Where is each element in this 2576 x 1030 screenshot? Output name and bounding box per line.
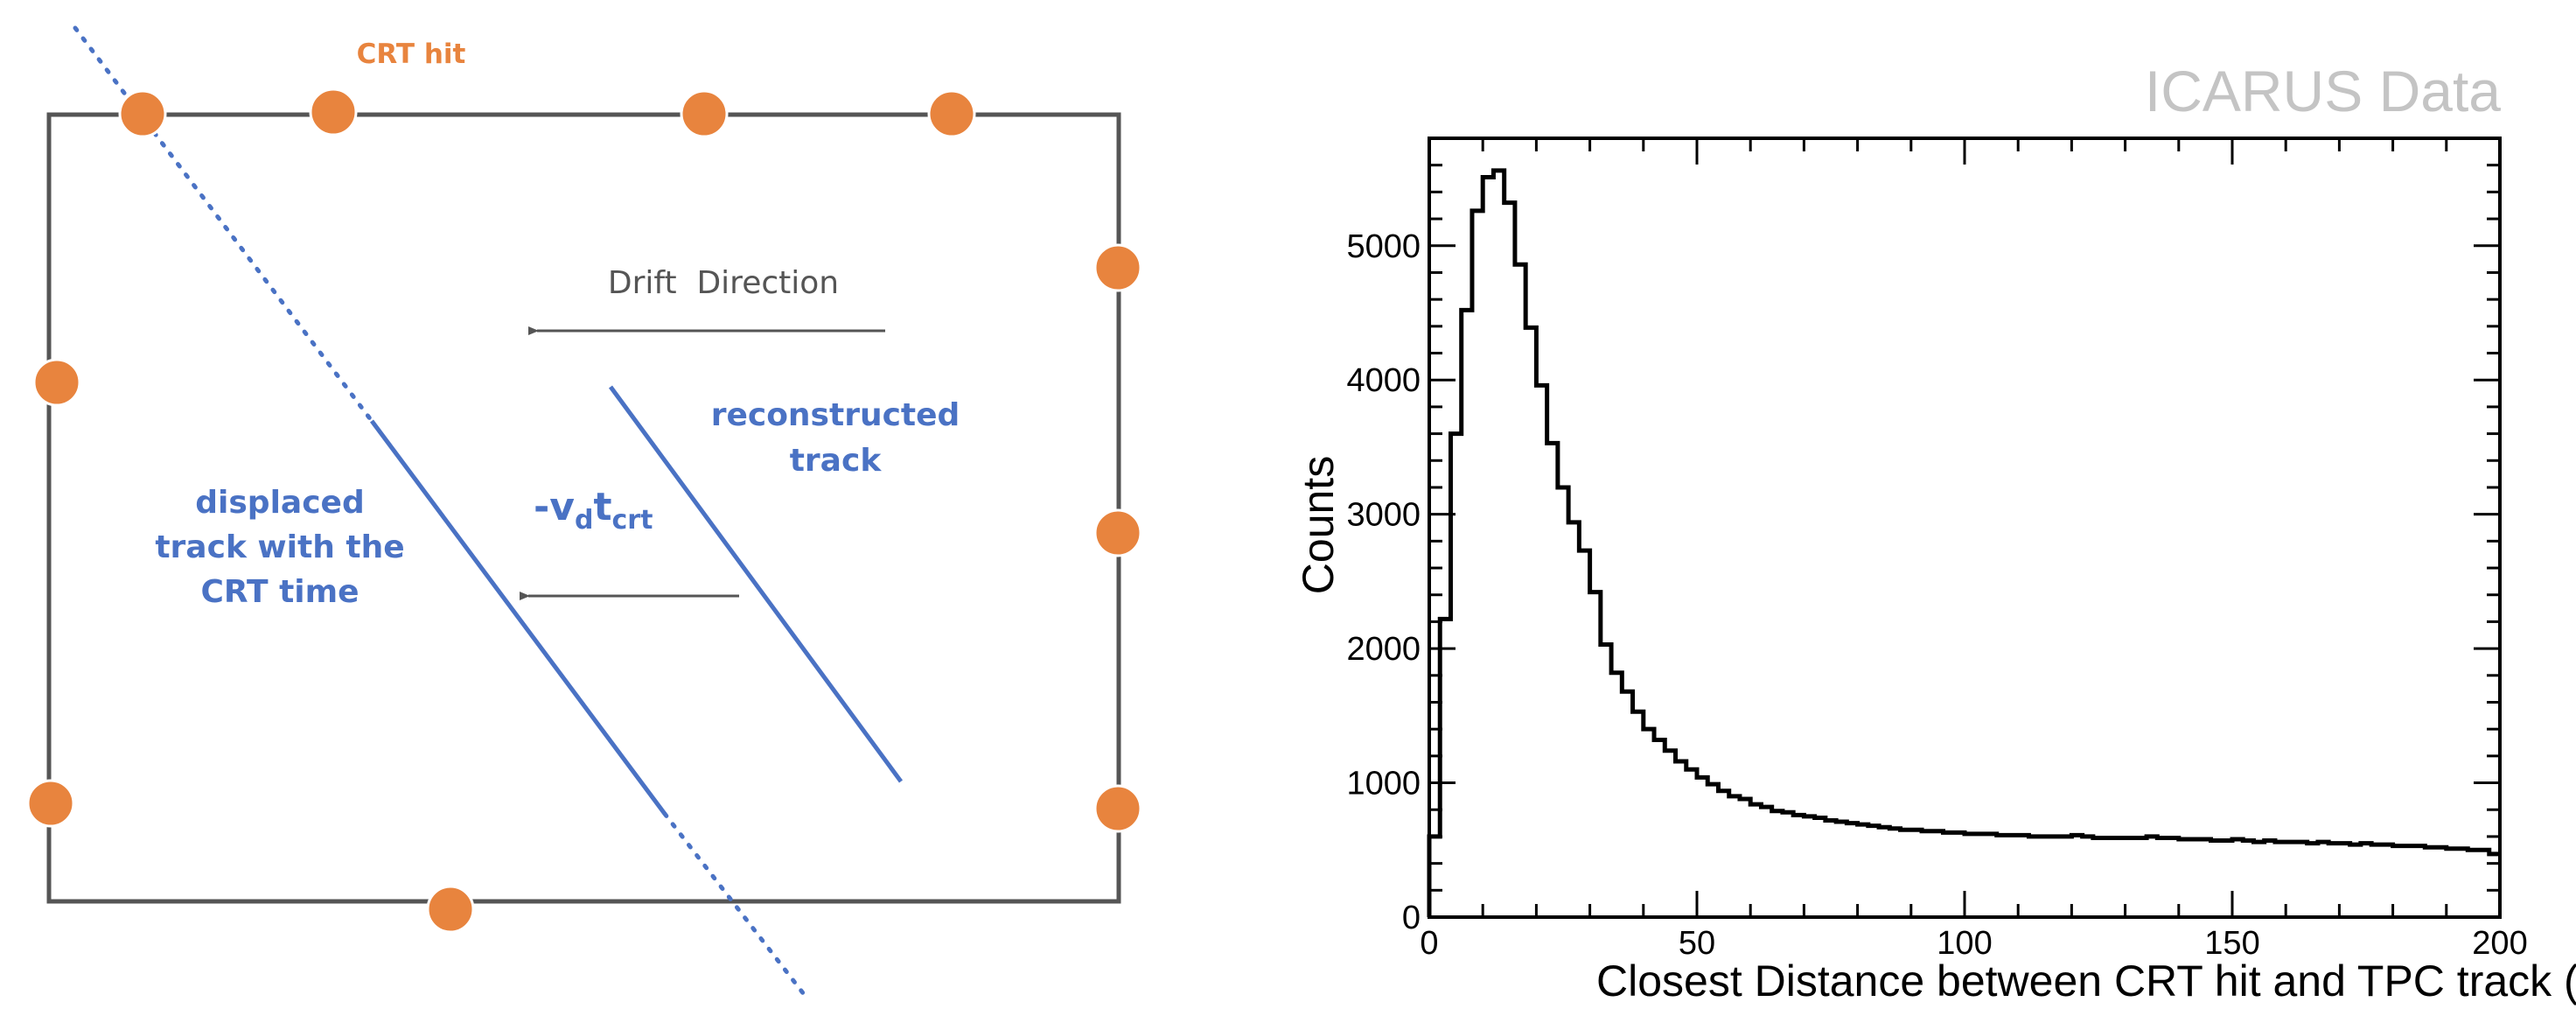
y-tick-label: 1000 (1346, 766, 1421, 802)
x-tick-label: 200 (2472, 925, 2527, 962)
x-tick-label: 50 (1679, 925, 1715, 962)
crt-hit-marker (1093, 784, 1142, 833)
y-tick-label: 4000 (1346, 362, 1421, 399)
x-tick-label: 100 (1937, 925, 1992, 962)
drift-direction-label: Drift Direction (608, 265, 839, 301)
track-extension-upper (73, 25, 374, 424)
histogram-ticks (1428, 137, 2502, 919)
crt-hit-label: CRT hit (357, 39, 466, 70)
crt-hit-marker (927, 89, 976, 138)
shift-v: -v (534, 485, 575, 529)
y-tick-label: 3000 (1346, 497, 1421, 534)
shift-d: d (575, 505, 593, 536)
track-extension-lower (662, 811, 809, 1000)
y-axis-label: Counts (1294, 456, 1343, 594)
crt-hit-marker (426, 885, 475, 934)
histogram-series (1427, 168, 2500, 917)
histogram: ICARUS Data 0 50 100 150 2000100020003000400… (1294, 59, 2576, 1005)
displaced-track (369, 419, 667, 816)
crt-hit-marker (1093, 508, 1142, 557)
crt-hit-marker (680, 89, 729, 138)
x-tick-label: 0 (1420, 925, 1438, 962)
reconstructed-track-label-line1: reconstructed (711, 397, 960, 433)
displaced-track-label-line1: displaced (195, 485, 364, 521)
crt-hit-marker (309, 88, 358, 137)
y-tick-label: 2000 (1346, 631, 1421, 668)
displaced-track-label-line2: track with the (155, 529, 404, 565)
crt-diagram: CRT hit Drift Direction reconstructed tr… (26, 25, 1142, 1000)
drift-shift-label: -vdtcrt (534, 485, 653, 536)
x-tick-label: 150 (2204, 925, 2259, 962)
crt-hit-marker (26, 779, 75, 828)
y-tick-label: 5000 (1346, 228, 1421, 265)
shift-t: t (593, 485, 611, 529)
crt-hit-marker (32, 358, 81, 407)
detector-frame (46, 112, 1121, 904)
plot-frame (1428, 137, 2502, 919)
x-axis-label: Closest Distance between CRT hit and TPC… (1596, 956, 2576, 1005)
reconstructed-track-label-line2: track (790, 443, 883, 479)
reconstructed-track (608, 385, 904, 783)
y-tick-label: 0 (1402, 900, 1421, 936)
displaced-track-label-line3: CRT time (200, 574, 359, 610)
crt-hit-marker (1093, 243, 1142, 292)
shift-crt: crt (611, 505, 653, 536)
watermark: ICARUS Data (2145, 59, 2501, 123)
crt-hits (26, 88, 1142, 934)
crt-hit-marker (118, 89, 167, 138)
